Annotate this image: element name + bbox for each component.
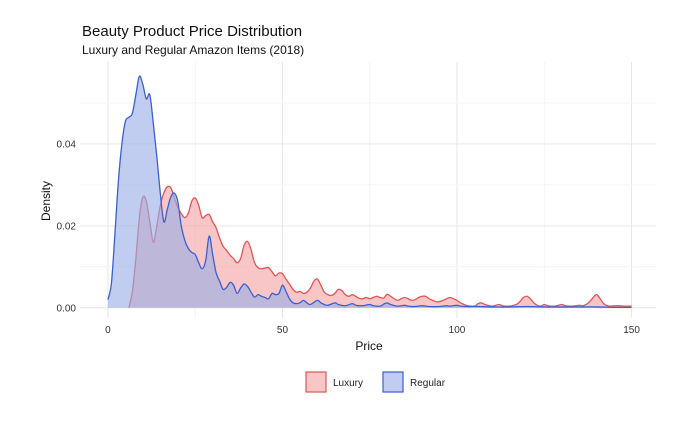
x-tick-label: 150: [623, 325, 640, 336]
area-luxury: [128, 186, 632, 308]
legend-label-regular: Regular: [410, 378, 446, 389]
x-axis-ticks: 0 50 100 150: [105, 325, 640, 336]
chart-title: Beauty Product Price Distribution: [82, 23, 302, 40]
x-tick-label: 50: [277, 325, 289, 336]
legend-swatch-regular: [382, 371, 404, 393]
area-regular: [107, 76, 632, 308]
legend-label-luxury: Luxury: [333, 378, 363, 389]
x-tick-label: 0: [105, 325, 111, 336]
y-axis-label: Density: [39, 181, 53, 221]
legend: Luxury Regular: [305, 371, 446, 393]
legend-swatch-luxury: [305, 371, 327, 393]
x-tick-label: 100: [449, 325, 466, 336]
x-axis-label: Price: [355, 339, 383, 353]
line-regular: [107, 75, 632, 309]
y-axis-ticks: 0.00 0.02 0.04: [57, 139, 77, 314]
y-tick-label: 0.00: [57, 303, 77, 314]
y-tick-label: 0.02: [57, 221, 77, 232]
density-areas: [107, 75, 632, 309]
line-luxury: [128, 185, 632, 308]
chart-subtitle: Luxury and Regular Amazon Items (2018): [82, 43, 304, 57]
y-tick-label: 0.04: [57, 139, 77, 150]
